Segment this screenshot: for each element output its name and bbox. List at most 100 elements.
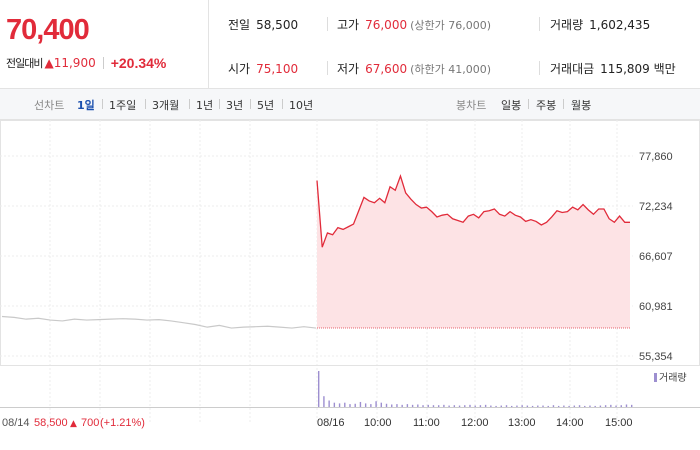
chart-tab-bar: 선차트 1일 1주일 3개월 1년 3년 5년 10년 봉차트 일봉 주봉 월봉 [0,89,700,120]
y-tick-label: 72,234 [639,201,673,213]
volume-bar [375,401,377,407]
stat-value: 67,600 [365,62,408,76]
volume-bar [495,405,497,407]
volume-bar [323,396,325,407]
up-arrow-icon: ▲ [44,56,54,70]
x-tick-label: 14:00 [556,417,584,429]
x-tick-label: 12:00 [461,417,489,429]
tab-1d[interactable]: 1일 [77,99,95,112]
tab-5y[interactable]: 5년 [257,99,275,112]
stat-trade-value: 거래대금 115,809 백만 [550,60,676,77]
x-tick-label: 11:00 [413,417,440,429]
divider [563,99,564,109]
stat-note: (하한가 41,000) [410,63,492,76]
change-percent: +20.34% [110,55,167,71]
volume-bar [500,405,502,407]
volume-legend-swatch [654,373,657,382]
divider [189,99,190,109]
prev-day-date: 08/14 [2,417,30,429]
volume-bar [458,405,461,407]
volume-bar [521,405,523,407]
volume-bar [401,404,403,407]
volume-bar [516,405,518,407]
divider [102,99,103,109]
tab-10y[interactable]: 10년 [289,99,314,112]
divider [539,61,540,75]
tab-3m[interactable]: 3개월 [152,99,180,112]
line-chart-title: 선차트 [34,99,65,112]
volume-bar [443,404,445,407]
quote-header: 70,400 전일대비 ▲ 11,900 +20.34% 전일 58,500 고가… [0,0,700,89]
volume-bar [385,403,388,407]
volume-bar [448,405,450,407]
change-amount: 11,900 [53,56,96,70]
tab-3y[interactable]: 3년 [226,99,244,112]
stat-low: 저가 67,600 (하한가 41,000) [337,60,491,77]
price-line [316,174,630,248]
stat-open: 시가 75,100 [228,60,298,77]
volume-bar [573,405,576,407]
volume-bar [479,405,482,407]
volume-bar [370,404,372,407]
stat-value: 76,000 [365,18,408,32]
volume-bar [344,402,346,407]
volume-bar [531,405,534,407]
volume-bar [422,405,424,407]
change-label: 전일대비 [6,57,43,70]
y-tick-label: 77,860 [639,151,673,163]
volume-bar [490,405,492,407]
divider [145,99,146,109]
stat-value: 75,100 [256,62,299,76]
y-tick-label: 60,981 [639,301,673,313]
prev-day-percent: (+1.21%) [100,417,145,429]
volume-bar [615,405,617,407]
volume-bar [526,405,529,407]
volume-bar [563,405,565,407]
stat-label: 거래대금 [550,62,595,76]
volume-bar [338,403,341,407]
volume-bar [610,404,612,407]
tab-daily-candle[interactable]: 일봉 [501,99,522,112]
volume-bar [584,405,586,407]
stat-label: 거래량 [550,18,584,32]
volume-bar [411,404,414,407]
volume-bar [484,404,487,407]
volume-bar [511,405,513,407]
price-area [317,176,630,329]
prev-day-line [1,315,317,329]
stat-label: 전일 [228,18,251,32]
volume-bar [594,405,596,407]
x-tick-label: 15:00 [605,417,633,429]
volume-bar [547,405,549,407]
volume-bar [505,405,508,407]
tab-1y[interactable]: 1년 [196,99,214,112]
volume-bar [354,403,356,407]
divider [539,17,540,31]
prev-day-close: 58,500 [34,417,68,429]
x-tick-label: 10:00 [364,417,392,429]
change-row: 전일대비 ▲ 11,900 +20.34% [6,55,166,71]
volume-bar [631,404,633,407]
tab-1w[interactable]: 1주일 [109,99,137,112]
volume-bar [474,405,476,407]
stat-label: 고가 [337,18,360,32]
stat-prev-close: 전일 58,500 [228,16,298,33]
volume-bar [620,405,622,407]
y-tick-label: 66,607 [639,251,673,263]
stat-label: 시가 [228,62,251,76]
divider [102,57,104,69]
tab-weekly-candle[interactable]: 주봉 [536,99,557,112]
volume-bar [391,404,393,407]
stat-value: 58,500 [256,18,299,32]
volume-bar [427,404,429,407]
volume-legend-label: 거래량 [659,372,687,384]
tab-monthly-candle[interactable]: 월봉 [571,99,592,112]
volume-bar [578,405,581,407]
volume-bar [568,405,570,407]
volume-bar [589,405,591,407]
volume-bar [604,405,607,407]
volume-bar [432,405,435,407]
divider [327,61,328,75]
y-tick-label: 55,354 [639,351,673,363]
